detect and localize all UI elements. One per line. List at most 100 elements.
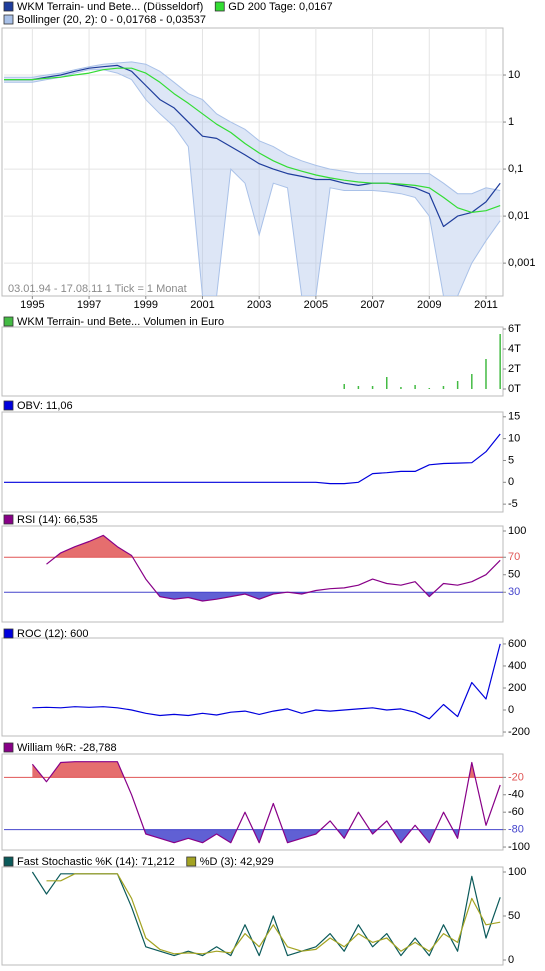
legend-swatch: [3, 1, 14, 12]
band-upper: [4, 61, 501, 195]
y-tick-label: -100: [508, 841, 530, 853]
legend-swatch: [3, 628, 14, 639]
volume-bar: [428, 388, 431, 389]
plot-area: [31, 871, 501, 957]
legend-swatch: [3, 742, 14, 753]
y-tick-label: 5: [508, 454, 514, 466]
legend-label: GD 200 Tage: 0,0167: [228, 1, 332, 13]
volume-bar: [414, 385, 416, 389]
y-tick-label: 50: [508, 910, 520, 922]
x-tick-label: 2001: [190, 299, 214, 311]
series-line: [4, 433, 501, 485]
y-tick-label: 50: [508, 569, 520, 581]
volume-bar: [386, 377, 388, 389]
volume-bar: [343, 384, 345, 389]
panel-frame: [1, 27, 504, 297]
y-tick-label: 4T: [508, 343, 521, 355]
x-tick-label: 2005: [304, 299, 328, 311]
panel-frame: [1, 411, 504, 513]
volume-bar: [456, 381, 459, 389]
y-tick-label: 0,01: [508, 210, 529, 222]
legend-swatch: [186, 856, 197, 867]
y-tick-label: 10: [508, 433, 520, 445]
legend-swatch: [3, 400, 14, 411]
y-tick-label: 100: [508, 866, 526, 878]
legend-label: Fast Stochastic %K (14): 71,212: [17, 856, 175, 868]
panel-frame: [1, 637, 504, 737]
y-tick-label: 0: [508, 704, 514, 716]
legend-label: William %R: -28,788: [17, 742, 117, 754]
y-tick-label: 15: [508, 411, 520, 423]
series-line: [4, 64, 501, 228]
y-tick-label: -80: [508, 824, 524, 836]
volume-bar: [442, 386, 445, 389]
series-line: [4, 67, 501, 213]
y-tick-label: 0: [508, 476, 514, 488]
y-tick-label: 0T: [508, 383, 521, 395]
x-tick-label: 1999: [134, 299, 158, 311]
series-line: [46, 534, 501, 602]
y-tick-label: 600: [508, 638, 526, 650]
volume-bar: [357, 386, 360, 389]
plot-area: [343, 334, 501, 389]
x-tick-label: 1995: [20, 299, 44, 311]
legend-swatch: [3, 514, 14, 525]
band-fill: [4, 61, 501, 296]
volume-bar: [485, 359, 487, 389]
volume-bar: [371, 386, 374, 389]
plot-area: [32, 643, 501, 720]
panel-frame: [1, 525, 504, 623]
band-lower: [4, 69, 501, 296]
y-tick-label: -40: [508, 789, 524, 801]
y-tick-label: 0,1: [508, 163, 523, 175]
y-tick-label: -20: [508, 771, 524, 783]
range-annotation: 03.01.94 - 17.08.11 1 Tick = 1 Monat: [8, 283, 187, 295]
volume-bar: [471, 374, 473, 389]
series-line: [32, 643, 501, 720]
y-tick-label: -200: [508, 726, 530, 738]
legend-label: Bollinger (20, 2): 0 - 0,01768 - 0,03537: [17, 14, 206, 26]
y-tick-label: 6T: [508, 323, 521, 335]
y-tick-label: -60: [508, 806, 524, 818]
legend-swatch: [3, 316, 14, 327]
y-tick-label: 10: [508, 69, 520, 81]
plot-area: [4, 534, 503, 602]
y-tick-label: 70: [508, 551, 520, 563]
oversold-fill: [32, 829, 501, 843]
y-tick-label: 0,001: [508, 257, 536, 269]
legend-label: ROC (12): 600: [17, 628, 89, 640]
y-tick-label: -5: [508, 498, 518, 510]
series-line: [31, 761, 501, 844]
y-tick-label: 100: [508, 525, 526, 537]
x-tick-label: 2003: [247, 299, 271, 311]
x-tick-label: 1997: [77, 299, 101, 311]
overbought-fill: [55, 535, 133, 558]
y-tick-label: 400: [508, 660, 526, 672]
x-tick-label: 2011: [474, 299, 498, 311]
y-tick-label: 30: [508, 586, 520, 598]
y-tick-label: 0: [508, 954, 514, 966]
plot-area: [4, 433, 501, 485]
y-tick-label: 2T: [508, 363, 521, 375]
legend-label: RSI (14): 66,535: [17, 514, 98, 526]
overbought-fill: [32, 761, 501, 778]
x-tick-label: 2009: [417, 299, 441, 311]
legend-label: WKM Terrain- und Bete... (Düsseldorf): [17, 1, 203, 13]
legend-swatch: [214, 1, 225, 12]
plot-area: [4, 28, 503, 296]
legend-label: OBV: 11,06: [17, 400, 73, 412]
series-line: [46, 873, 501, 955]
oversold-fill: [46, 592, 501, 601]
y-tick-label: 200: [508, 682, 526, 694]
y-tick-label: 1: [508, 116, 514, 128]
panel-frame: [1, 866, 504, 966]
plot-area: [4, 761, 503, 844]
legend-swatch: [3, 14, 14, 25]
x-tick-label: 2007: [360, 299, 384, 311]
legend-label: %D (3): 42,929: [200, 856, 274, 868]
volume-bar: [400, 387, 402, 389]
legend-swatch: [3, 856, 14, 867]
panel-frame: [1, 326, 504, 397]
legend-label: WKM Terrain- und Bete... Volumen in Euro: [17, 316, 224, 328]
